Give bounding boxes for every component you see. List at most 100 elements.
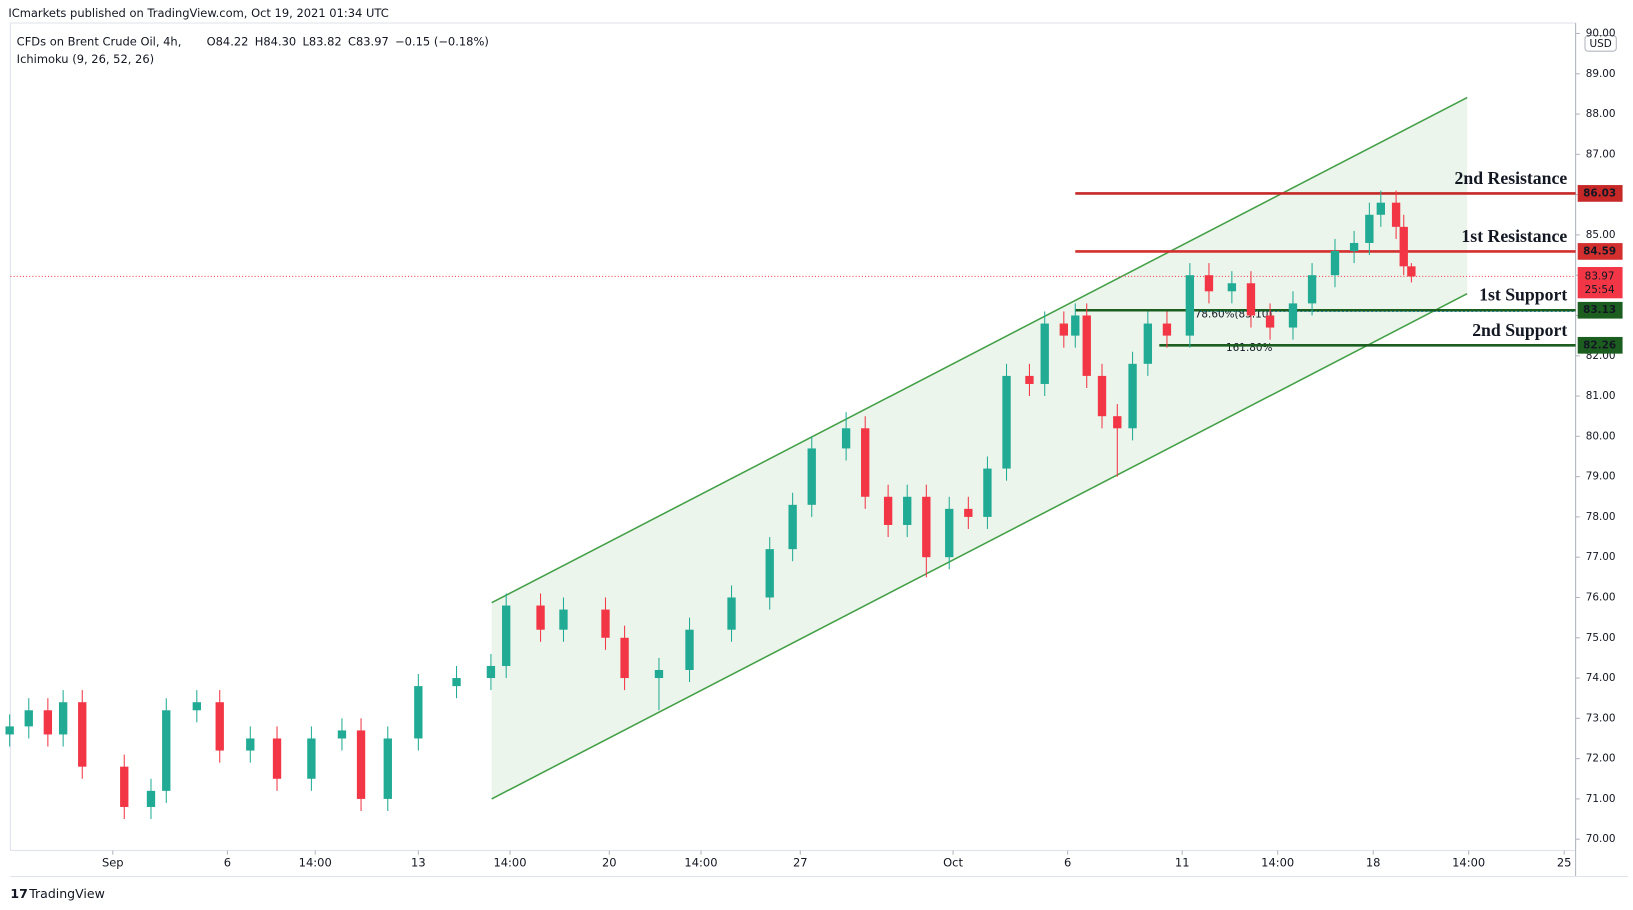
candle-body — [1143, 323, 1153, 364]
y-tick-label: 70.00 — [1586, 833, 1616, 845]
candle-body — [1391, 202, 1401, 227]
candle-body — [1059, 323, 1068, 336]
plot-frame — [9, 22, 1577, 851]
candle-body — [964, 508, 973, 517]
x-tick-label: 14:00 — [1261, 855, 1294, 869]
ohlc-value: H84.30 — [255, 34, 296, 48]
ohlc-value: C83.97 — [348, 34, 389, 48]
x-tick-label: Sep — [102, 855, 124, 869]
candle-body — [5, 726, 14, 735]
candle-body — [788, 504, 797, 550]
candle-body — [1365, 214, 1374, 243]
candle-body — [654, 669, 664, 679]
candle-body — [1330, 251, 1340, 276]
candle-body — [146, 790, 156, 807]
x-tick-label: Oct — [943, 855, 963, 869]
candle-body — [246, 738, 255, 751]
candle-body — [1113, 416, 1122, 429]
candle-body — [861, 428, 870, 497]
candle-body — [841, 428, 851, 449]
x-tick-label: 14:00 — [299, 855, 332, 869]
candle-body — [486, 665, 496, 679]
currency-box — [1584, 35, 1617, 52]
indicator: Ichimoku (9, 26, 52, 26) — [17, 52, 154, 66]
candle-body — [1265, 315, 1275, 328]
y-tick-label: 89.00 — [1586, 68, 1616, 80]
channel-lower — [491, 293, 1468, 800]
y-tick-label: 71.00 — [1586, 793, 1616, 805]
candle-body — [1097, 375, 1107, 417]
candle-body — [1307, 275, 1317, 304]
level-name: 2nd Resistance — [1455, 168, 1568, 188]
change: −0.15 (−0.18%) — [395, 34, 489, 48]
currency: USD — [1590, 38, 1612, 50]
last-price-box — [1577, 267, 1623, 299]
candle-body — [620, 637, 629, 679]
level-price-box — [1577, 336, 1623, 354]
candle-body — [1071, 315, 1080, 336]
candle-body — [807, 448, 816, 505]
level-price: 83.13 — [1583, 304, 1616, 316]
level-name: 1st Resistance — [1461, 226, 1567, 246]
channel-upper — [491, 96, 1468, 604]
y-tick-label: 72.00 — [1586, 753, 1616, 765]
y-tick-label: 87.00 — [1586, 148, 1616, 160]
candle-body — [1128, 363, 1137, 429]
y-tick-label: 79.00 — [1586, 471, 1616, 483]
channel-fill — [491, 97, 1468, 799]
candle-body — [1376, 202, 1385, 215]
symbol: CFDs on Brent Crude Oil, 4h, — [17, 34, 182, 48]
x-tick-label: 14:00 — [1452, 855, 1485, 869]
candle-body — [903, 496, 912, 525]
y-tick-label: 76.00 — [1586, 591, 1616, 603]
candle-body — [120, 766, 129, 807]
candle-body — [58, 702, 68, 735]
candle-body — [337, 730, 347, 739]
level-price-box — [1577, 301, 1623, 319]
candle-body — [1399, 226, 1408, 267]
candle-body — [1204, 275, 1214, 292]
candle-body — [215, 702, 224, 751]
countdown: 25:54 — [1585, 284, 1615, 296]
candle-body — [78, 702, 87, 767]
x-tick-label: 14:00 — [493, 855, 526, 869]
y-tick-label: 88.00 — [1586, 108, 1616, 120]
ohlc-value: O84.22 — [207, 34, 249, 48]
candle-body — [601, 609, 610, 638]
x-tick-label: 6 — [224, 855, 231, 869]
candle-body — [383, 738, 392, 799]
candle-body — [1246, 283, 1256, 316]
x-tick-label: 20 — [602, 855, 617, 869]
candle-body — [307, 738, 316, 779]
candle-body — [1002, 375, 1011, 469]
candle-body — [1025, 375, 1034, 384]
level-price: 86.03 — [1583, 187, 1616, 199]
x-tick-label: 13 — [411, 855, 426, 869]
published: ICmarkets published on TradingView.com, … — [8, 6, 388, 20]
x-tick-label: 11 — [1175, 855, 1190, 869]
fib-label: 161.80% — [1226, 342, 1272, 354]
y-tick-label: 85.00 — [1586, 229, 1616, 241]
level-price-box — [1577, 243, 1623, 260]
ohlc-value: L83.82 — [302, 34, 341, 48]
y-tick-label: 78.00 — [1586, 511, 1616, 523]
brand-logo: 17 — [10, 886, 27, 901]
y-tick-label: 80.00 — [1586, 430, 1616, 442]
level-name: 2nd Support — [1472, 320, 1567, 340]
level-price: 82.26 — [1583, 339, 1616, 351]
candle-body — [536, 605, 545, 630]
level-price-box — [1577, 185, 1623, 202]
x-tick-label: 14:00 — [684, 855, 717, 869]
candle-body — [983, 468, 992, 517]
candle-body — [414, 686, 423, 739]
candle-body — [356, 730, 366, 799]
candle-body — [192, 702, 201, 711]
candle-body — [945, 508, 954, 558]
x-tick-label: 6 — [1064, 855, 1071, 869]
candle-body — [559, 609, 568, 630]
candle-body — [1082, 315, 1091, 376]
candle-body — [685, 629, 694, 670]
candle-body — [727, 597, 736, 630]
level-name: 1st Support — [1479, 285, 1567, 305]
